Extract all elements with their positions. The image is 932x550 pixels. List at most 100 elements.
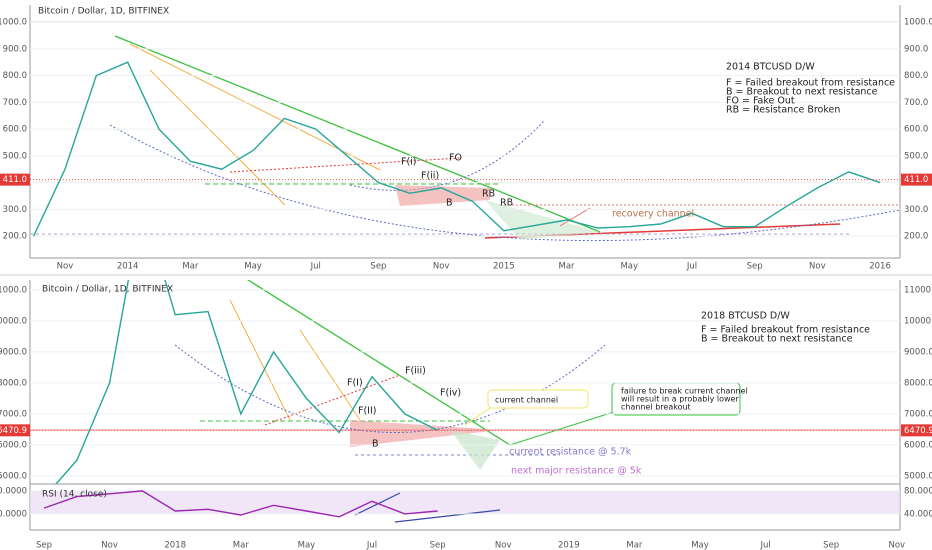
x-tick-label: Jul: [366, 541, 377, 550]
x-tick-label: 2019: [558, 541, 580, 550]
y-tick-label: 600.0: [904, 125, 928, 135]
x-tick-label: Sep: [823, 541, 839, 550]
annotation: RB: [482, 189, 495, 200]
x-tick-label: 2014: [117, 262, 139, 272]
y-tick-label: 900.0: [904, 44, 928, 54]
annotation: will result in a probably lower: [621, 395, 739, 404]
y-tick-label: 9000.0: [904, 347, 932, 357]
price-tag-label: 411.0: [904, 175, 928, 185]
y-tick-label: 80.0000: [904, 486, 932, 496]
annotation: B: [446, 198, 453, 209]
price-line: [55, 280, 438, 484]
y-tick-label: 900.0: [3, 44, 27, 54]
x-tick-label: Sep: [36, 541, 52, 550]
price-tag-label: 6470.9: [904, 426, 932, 436]
note: F = Failed breakout from resistance: [701, 325, 870, 336]
y-tick-label: 11000.0: [904, 285, 932, 295]
annotation: current resistance @ 5.7k: [509, 447, 632, 458]
x-tick-label: Sep: [370, 262, 386, 272]
annotation: F(iv): [440, 388, 461, 399]
panel-title: Bitcoin / Dollar, 1D, BITFINEX: [42, 285, 173, 295]
annotation: channel breakout: [621, 403, 691, 412]
annotation: failure to break current channel: [621, 387, 748, 396]
x-tick-label: Jul: [686, 262, 697, 272]
y-tick-label: 5000.0: [904, 471, 932, 481]
y-tick-label: 500.0: [904, 151, 928, 161]
x-tick-label: Sep: [747, 262, 763, 272]
y-tick-label: 200.0: [904, 232, 928, 242]
callout-box: [487, 389, 589, 409]
y-tick-label: 1000.0: [904, 18, 932, 28]
y-tick-label: 700.0: [904, 98, 928, 108]
x-tick-label: Mar: [233, 541, 250, 550]
y-tick-label: 600.0: [3, 125, 27, 135]
rsi-band: [30, 491, 900, 514]
y-tick-label: 10000.0: [904, 316, 932, 326]
y-tick-label: 1000.0: [0, 18, 27, 28]
x-tick-label: Nov: [433, 262, 450, 272]
y-tick-label: 8000.0: [904, 378, 932, 388]
x-tick-label: May: [244, 262, 262, 272]
price-tag: [901, 424, 932, 437]
annotation: F(i): [401, 157, 417, 168]
price-tag-label: 411.0: [3, 175, 27, 185]
note: 2014 BTCUSD D/W: [726, 62, 815, 73]
price-tag-label: 6470.9: [0, 426, 27, 436]
x-tick-label: May: [620, 262, 638, 272]
y-tick-label: 10000.0: [0, 316, 27, 326]
x-tick-label: Mar: [559, 262, 576, 272]
x-tick-label: Jul: [310, 262, 321, 272]
x-tick-label: Nov: [809, 262, 826, 272]
x-tick-label: Mar: [626, 541, 643, 550]
note: F = Failed breakout from resistance: [726, 78, 895, 89]
y-tick-label: 7000.0: [0, 409, 27, 419]
annotation: F(I): [347, 378, 363, 389]
x-tick-label: Nov: [57, 262, 74, 272]
note: B = Breakout to next resistance: [726, 87, 878, 98]
annotation: B: [372, 439, 379, 450]
annotation: FO: [449, 153, 462, 164]
x-tick-label: May: [691, 541, 709, 550]
y-tick-label: 200.0: [3, 232, 27, 242]
y-tick-label: 700.0: [3, 98, 27, 108]
x-tick-label: Nov: [101, 541, 118, 550]
x-tick-label: Mar: [182, 262, 199, 272]
y-tick-label: 300.0: [904, 205, 928, 215]
panel-title: Bitcoin / Dollar, 1D, BITFINEX: [38, 7, 169, 17]
y-tick-label: 300.0: [3, 205, 27, 215]
y-tick-label: 40.0000: [904, 509, 932, 519]
y-tick-label: 6000.0: [904, 440, 932, 450]
note: RB = Resistance Broken: [726, 105, 840, 116]
x-tick-label: 2015: [493, 262, 515, 272]
x-tick-label: May: [298, 541, 316, 550]
y-tick-label: 80.0000: [0, 486, 27, 496]
panel-title: RSI (14, close): [42, 490, 107, 500]
price-line: [32, 61, 881, 237]
y-tick-label: 6000.0: [0, 440, 27, 450]
y-tick-label: 800.0: [3, 71, 27, 81]
y-tick-label: 11000.0: [0, 285, 27, 295]
y-tick-label: 500.0: [3, 151, 27, 161]
x-tick-label: Nov: [495, 541, 512, 550]
y-tick-label: 9000.0: [0, 347, 27, 357]
y-tick-label: 5000.0: [0, 471, 27, 481]
annotation: recovery channel: [612, 209, 694, 220]
annotation: F(ii): [421, 171, 439, 182]
x-tick-label: 2018: [164, 541, 186, 550]
x-tick-label: Jul: [759, 541, 770, 550]
price-tag: [0, 173, 30, 186]
y-tick-label: 40.0000: [0, 509, 27, 519]
y-tick-label: 8000.0: [0, 378, 27, 388]
y-tick-label: 800.0: [904, 71, 928, 81]
annotation: F(iii): [405, 366, 426, 377]
annotation: F(II): [358, 406, 376, 417]
annotation: RB: [500, 198, 513, 209]
x-tick-label: 2016: [869, 262, 891, 272]
price-tag: [0, 424, 30, 437]
price-tag: [901, 173, 932, 186]
x-tick-label: Nov: [889, 541, 906, 550]
note: FO = Fake Out: [726, 96, 795, 107]
y-tick-label: 7000.0: [904, 409, 932, 419]
price-line: [43, 490, 438, 518]
